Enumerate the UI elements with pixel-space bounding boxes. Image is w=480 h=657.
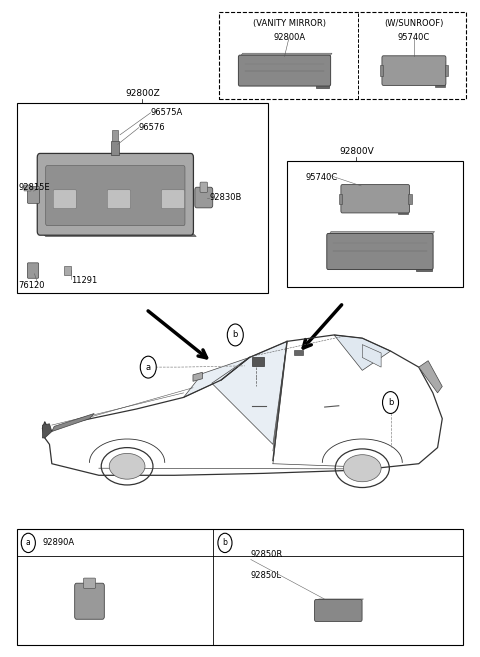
FancyBboxPatch shape bbox=[195, 187, 213, 208]
FancyBboxPatch shape bbox=[27, 187, 40, 203]
Text: b: b bbox=[223, 538, 228, 547]
Text: (VANITY MIRROR): (VANITY MIRROR) bbox=[252, 19, 326, 28]
Polygon shape bbox=[328, 231, 434, 235]
Text: a: a bbox=[146, 363, 151, 372]
Polygon shape bbox=[42, 335, 442, 475]
Ellipse shape bbox=[335, 449, 389, 487]
Text: 92850L: 92850L bbox=[251, 571, 282, 580]
Text: 96575A: 96575A bbox=[151, 108, 183, 118]
FancyBboxPatch shape bbox=[314, 600, 362, 622]
Text: (W/SUNROOF): (W/SUNROOF) bbox=[384, 19, 444, 28]
FancyBboxPatch shape bbox=[380, 66, 384, 76]
Polygon shape bbox=[316, 599, 363, 602]
FancyBboxPatch shape bbox=[444, 66, 448, 76]
Text: 92830B: 92830B bbox=[209, 193, 242, 202]
FancyBboxPatch shape bbox=[84, 578, 96, 589]
FancyBboxPatch shape bbox=[46, 166, 185, 225]
FancyBboxPatch shape bbox=[63, 266, 71, 275]
Text: 92800V: 92800V bbox=[339, 147, 374, 156]
Polygon shape bbox=[42, 424, 52, 438]
FancyBboxPatch shape bbox=[239, 55, 331, 86]
Polygon shape bbox=[334, 335, 391, 371]
Text: 95740C: 95740C bbox=[398, 33, 430, 42]
FancyBboxPatch shape bbox=[112, 130, 118, 141]
FancyBboxPatch shape bbox=[53, 190, 76, 208]
FancyBboxPatch shape bbox=[294, 350, 302, 355]
FancyBboxPatch shape bbox=[37, 154, 193, 235]
Ellipse shape bbox=[101, 447, 153, 485]
Text: 76120: 76120 bbox=[18, 281, 45, 290]
FancyBboxPatch shape bbox=[435, 61, 444, 87]
Polygon shape bbox=[419, 361, 442, 393]
FancyBboxPatch shape bbox=[24, 185, 31, 191]
Polygon shape bbox=[240, 53, 332, 57]
Circle shape bbox=[21, 533, 36, 553]
FancyBboxPatch shape bbox=[27, 263, 39, 279]
Polygon shape bbox=[183, 357, 250, 397]
Text: b: b bbox=[233, 330, 238, 340]
FancyBboxPatch shape bbox=[416, 239, 432, 271]
FancyBboxPatch shape bbox=[75, 583, 104, 620]
Circle shape bbox=[228, 324, 243, 346]
Ellipse shape bbox=[109, 453, 145, 479]
FancyBboxPatch shape bbox=[161, 190, 184, 208]
FancyBboxPatch shape bbox=[252, 357, 264, 366]
FancyBboxPatch shape bbox=[16, 103, 268, 293]
Circle shape bbox=[140, 356, 156, 378]
FancyBboxPatch shape bbox=[341, 185, 409, 213]
FancyBboxPatch shape bbox=[398, 190, 408, 214]
Text: 92800A: 92800A bbox=[273, 33, 305, 42]
Circle shape bbox=[218, 533, 232, 553]
Text: 92800Z: 92800Z bbox=[125, 89, 160, 98]
FancyBboxPatch shape bbox=[338, 194, 342, 204]
Polygon shape bbox=[362, 345, 381, 367]
FancyBboxPatch shape bbox=[16, 530, 464, 645]
FancyBboxPatch shape bbox=[287, 161, 464, 286]
Polygon shape bbox=[212, 342, 287, 444]
Polygon shape bbox=[52, 413, 94, 432]
Text: 96576: 96576 bbox=[139, 123, 166, 132]
Circle shape bbox=[383, 392, 398, 413]
FancyBboxPatch shape bbox=[327, 233, 433, 269]
Text: 95740C: 95740C bbox=[306, 173, 338, 182]
Text: a: a bbox=[26, 538, 31, 547]
Ellipse shape bbox=[344, 455, 381, 482]
FancyBboxPatch shape bbox=[108, 190, 131, 208]
Text: b: b bbox=[388, 398, 393, 407]
FancyBboxPatch shape bbox=[219, 12, 466, 99]
FancyBboxPatch shape bbox=[382, 56, 446, 85]
Text: 92890A: 92890A bbox=[42, 538, 74, 547]
Polygon shape bbox=[40, 231, 196, 237]
FancyBboxPatch shape bbox=[110, 141, 119, 154]
FancyBboxPatch shape bbox=[408, 194, 412, 204]
FancyBboxPatch shape bbox=[200, 182, 207, 193]
Text: 92850R: 92850R bbox=[251, 551, 283, 559]
Text: 92815E: 92815E bbox=[19, 183, 50, 193]
Text: 11291: 11291 bbox=[71, 276, 97, 284]
FancyBboxPatch shape bbox=[316, 61, 329, 88]
Polygon shape bbox=[193, 373, 203, 381]
